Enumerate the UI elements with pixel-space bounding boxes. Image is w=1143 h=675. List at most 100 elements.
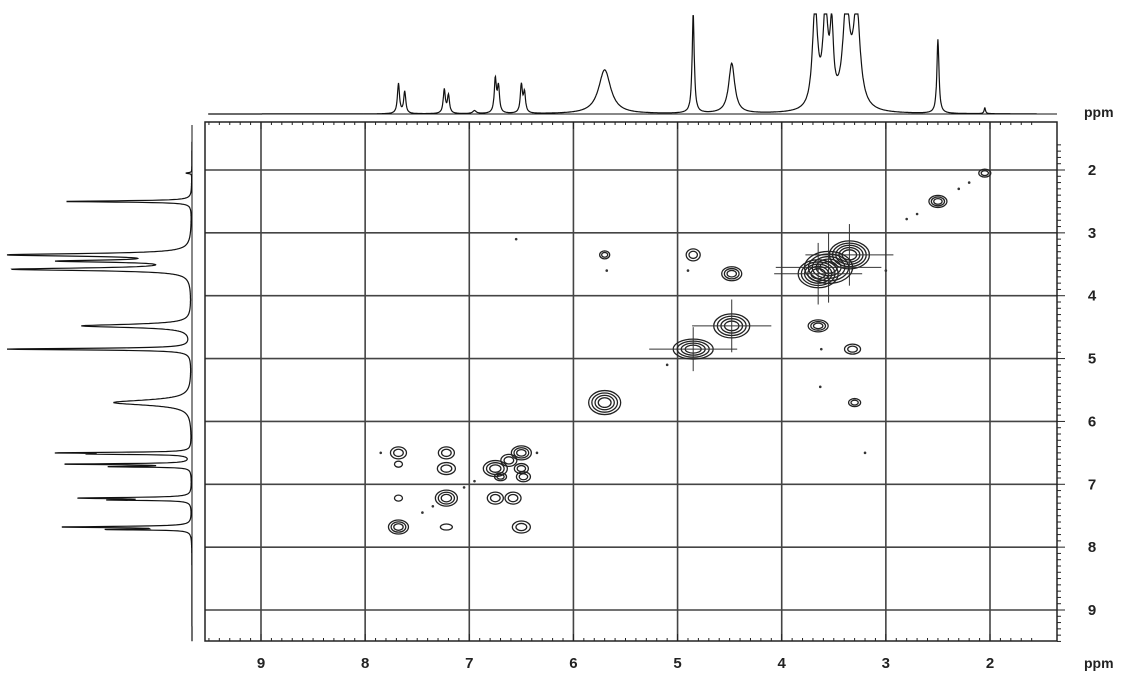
cross-peak-7.22-7.68 (439, 523, 454, 531)
y-tick-label-2: 2 (1088, 162, 1096, 179)
plot-frame (204, 121, 1058, 642)
cross-peak-5.70-3.35 (599, 250, 611, 260)
diagonal-peak-2.05-ring (978, 168, 992, 178)
x-tick-label-8: 8 (361, 655, 369, 672)
y-tick-label-5: 5 (1088, 351, 1096, 368)
diagonal-peak-6.50 (510, 445, 533, 461)
diagonal-peak-7.22 (434, 489, 459, 507)
cross-peak-6.58-7.22-ring (507, 493, 519, 503)
cross-peak-3.65-4.48-ring (810, 320, 827, 331)
cross-peak-7.68-6.68 (393, 460, 404, 468)
y-tick-label-7: 7 (1088, 476, 1096, 493)
cross-peak-4.48-3.65-ring (726, 269, 738, 278)
diagonal-peak-7.68 (387, 519, 410, 535)
noise-dot (535, 451, 539, 455)
x-tick-label-9: 9 (257, 655, 265, 672)
diagonal-peak-6.75-ring (489, 464, 502, 473)
diagonal-peak-3.65 (774, 242, 863, 305)
x-tick-label-5: 5 (673, 655, 681, 672)
left-projection-trace (6, 141, 193, 642)
diagonal-peak-7.68-ring (390, 521, 407, 533)
diagonal-peak-2.05 (978, 168, 992, 178)
cross-peak-3.30-5.70 (847, 397, 862, 408)
noise-dot (686, 269, 690, 272)
y-tick-label-4: 4 (1088, 288, 1097, 305)
cross-peak-6.75-7.22 (486, 491, 504, 505)
noise-dot (605, 269, 609, 272)
cross-peak-3.65-4.48-ring (807, 319, 829, 333)
cross-peak-6.62-6.62-ring (500, 453, 518, 468)
diagonal-peak-4.85 (649, 327, 738, 372)
cross-peak-7.68-7.22-ring (393, 494, 404, 502)
cross-peak-7.22-6.75 (436, 461, 457, 476)
left-1d-projection (6, 125, 193, 642)
y-tick-label-8: 8 (1088, 539, 1096, 556)
cross-peak-6.50-7.68-ring (515, 522, 528, 532)
noise-dot (379, 451, 383, 455)
diagonal-peak-2.50 (928, 194, 948, 209)
cross-peak-3.65-4.48 (807, 319, 829, 333)
cross-peak-6.62-6.62 (500, 453, 518, 468)
cross-peak-7.68-6.50-ring (389, 446, 408, 460)
cross-peak-4.48-3.65-ring (721, 266, 743, 282)
cross-peak-7.68-7.22 (393, 494, 404, 502)
cross-peak-7.22-7.68-ring (439, 523, 454, 531)
cross-peak-7.68-6.50-ring (393, 448, 404, 458)
cross-peak-6.48-6.88-ring (515, 471, 532, 483)
diagonal-peak-6.75-ring (482, 459, 508, 478)
x-tick-label-2: 2 (986, 655, 994, 672)
y-tick-label-6: 6 (1088, 413, 1096, 430)
cross-peak-3.30-5.70-ring (850, 399, 859, 406)
cross-peak-7.68-6.68-ring (393, 460, 404, 468)
noise-dot (462, 486, 466, 489)
cross-peak-4.48-3.65-ring (723, 267, 740, 280)
x-tick-label-4: 4 (778, 655, 787, 672)
cross-peak-3.32-4.85-ring (843, 343, 862, 355)
cross-peak-6.58-7.22 (504, 491, 522, 505)
cross-peak-4.85-3.35-ring (685, 248, 701, 262)
noise-dot (514, 237, 518, 241)
plot-grid (205, 122, 1057, 641)
cross-peak-6.70-6.88 (493, 472, 508, 482)
cross-peak-5.70-3.35-ring (599, 250, 611, 260)
cross-peak-3.32-4.85 (843, 343, 862, 355)
cross-peak-6.70-6.88-ring (496, 473, 505, 480)
diagonal-peak-4.48 (692, 299, 772, 353)
noise-dot (421, 511, 424, 514)
cross-peak-6.50-7.68 (511, 520, 532, 534)
diagonal-peak-5.70-ring (594, 394, 615, 411)
diagonal-peak-2.50-ring (928, 194, 948, 209)
diagonal-peak-6.50-ring (516, 448, 527, 457)
cross-peak-4.48-3.65 (721, 266, 743, 282)
cross-peak-6.75-7.22-ring (486, 491, 504, 505)
cross-peak-6.48-6.88 (515, 471, 532, 483)
noise-dot (905, 217, 908, 221)
bottom-axis-unit-label: ppm (1084, 655, 1114, 671)
cross-peak-3.32-4.85-ring (847, 345, 858, 353)
contour-peaks (379, 168, 992, 535)
noise-dot (957, 187, 961, 191)
diagonal-peak-5.70-ring (588, 389, 622, 416)
noise-dot (967, 181, 971, 184)
diagonal-noise-dots (379, 181, 971, 514)
x-tick-label-6: 6 (569, 655, 577, 672)
cross-peak-6.50-6.75-ring (516, 464, 527, 473)
y-tick-label-3: 3 (1088, 225, 1096, 242)
diagonal-peak-2.50-ring (933, 197, 943, 205)
y-tick-label-9: 9 (1088, 602, 1096, 619)
diagonal-peak-5.70-ring (591, 392, 619, 413)
diagonal-peak-5.70-ring (597, 397, 612, 409)
cross-peak-3.65-4.48-ring (812, 322, 824, 330)
diagonal-peak-7.22-ring (437, 491, 456, 505)
x-tick-label-3: 3 (882, 655, 890, 672)
noise-dot (818, 385, 822, 389)
cross-peak-7.22-6.75-ring (436, 461, 457, 476)
diagonal-peak-7.68-ring (387, 519, 410, 535)
axis-ticks: 9 8 7 6 5 4 3 2 2 3 4 5 6 7 8 9 (208, 122, 1097, 672)
diagonal-peak-5.70 (588, 389, 622, 416)
cross-peak-7.22-6.50-ring (440, 448, 452, 458)
cross-peak-4.85-3.35-ring (688, 250, 699, 260)
x-tick-label-7: 7 (465, 655, 473, 672)
noise-dot (819, 347, 823, 351)
